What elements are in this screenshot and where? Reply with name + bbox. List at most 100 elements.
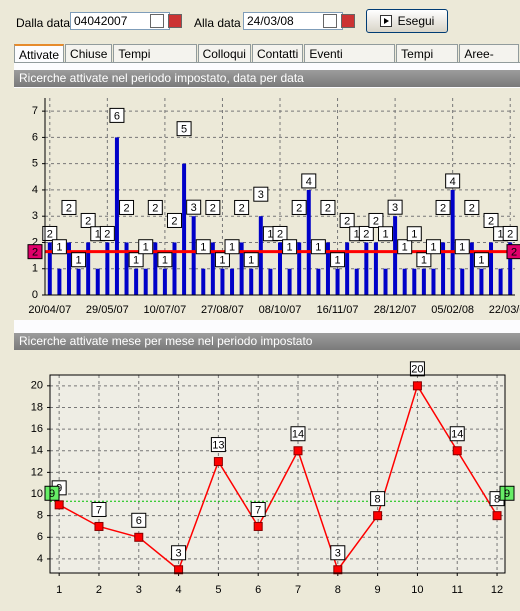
bar [345,242,350,295]
y-tick-label: 20 [31,380,43,392]
y-tick-label: 1 [32,263,38,275]
average-label: 2 [511,247,517,259]
calendar-icon[interactable] [168,14,182,28]
clear-icon[interactable] [323,14,337,28]
y-tick-label: 4 [37,553,43,565]
y-tick-label: 2 [32,236,38,248]
x-tick-label: 27/08/07 [201,304,244,316]
data-label-box [71,252,87,268]
data-label: 1 [421,255,427,267]
bar [402,268,407,295]
data-label-box [109,107,125,123]
data-label-box [131,512,147,528]
bar [412,268,417,295]
x-tick-label: 22/03/08 [489,304,520,316]
y-tick-label: 5 [32,158,38,170]
to-date-input[interactable]: 24/03/08 [243,12,343,30]
data-label-box [210,437,226,453]
data-label: 2 [239,202,245,214]
point [412,381,422,391]
bar [460,268,465,295]
play-icon [379,15,392,27]
data-label: 2 [507,228,513,240]
bar [153,242,158,295]
data-label-box [397,239,413,255]
y-tick-label: 4 [32,184,38,196]
data-label: 2 [47,228,53,240]
data-label-box [234,199,250,215]
data-label: 1 [200,242,206,254]
tab[interactable]: Aree-ruoli [459,44,519,75]
bar [373,242,378,295]
calendar-icon[interactable] [341,14,355,28]
bar [508,242,513,295]
data-label-box [368,212,384,228]
run-button[interactable]: Esegui [366,9,448,33]
tab[interactable]: Colloqui [197,44,251,64]
data-label: 14 [451,429,463,441]
tab[interactable]: Tempi vari [396,44,459,75]
data-label-box [138,239,154,255]
bar [105,242,110,295]
bar [191,216,196,295]
tab[interactable]: Tempi dedicati [113,44,197,75]
data-label: 2 [210,202,216,214]
data-label: 5 [181,124,187,136]
data-label-box [330,252,346,268]
data-label-box [272,225,288,241]
data-label: 1 [430,242,436,254]
x-tick-label: 9 [375,584,381,596]
data-label: 1 [56,242,62,254]
data-label: 1 [382,229,388,241]
average-label-box [499,485,515,501]
data-label: 2 [85,215,91,227]
data-label: 13 [212,439,224,451]
tab[interactable]: Attivate [14,44,65,65]
data-label-box [205,199,221,215]
point [54,500,64,510]
average-label: 9 [504,488,510,500]
data-label-box [301,173,317,189]
data-label: 1 [287,242,293,254]
tab[interactable]: Chiuse [65,44,113,64]
panel-title: Ricerche attivate mese per mese nel peri… [14,333,520,350]
bar [143,268,148,295]
x-tick-label: 7 [295,584,301,596]
from-date-input[interactable]: 04042007 [70,12,170,30]
bar [239,242,244,295]
y-tick-label: 10 [31,488,43,500]
point [293,446,303,456]
x-tick-label: 5 [215,584,221,596]
data-label-box [250,501,266,517]
data-label-box [406,226,422,242]
line [58,384,498,572]
data-label-box [378,226,394,242]
point [213,457,223,467]
data-label: 3 [176,548,182,560]
bar [66,242,71,295]
bar [124,242,129,295]
monthly-chart: 4681012141618201234567891011129763137143… [10,350,520,611]
bar [421,268,426,295]
data-label: 2 [152,202,158,214]
x-tick-label: 8 [335,584,341,596]
bar [479,268,484,295]
clear-icon[interactable] [150,14,164,28]
data-label: 1 [315,242,321,254]
bar [249,268,254,295]
bar [316,268,321,295]
bar [383,268,388,295]
data-label-box [370,491,386,507]
data-label-box [502,225,518,241]
data-label-box [128,252,144,268]
x-tick-label: 12 [491,584,503,596]
data-label: 7 [255,504,261,516]
data-label: 3 [392,202,398,214]
tab[interactable]: Eventi candidati [304,44,396,75]
data-label: 2 [363,228,369,240]
data-label: 1 [76,255,82,267]
bar [297,242,302,295]
tab[interactable]: Contatti [251,44,304,64]
x-tick-label: 28/12/07 [374,304,417,316]
data-label-box [454,239,470,255]
